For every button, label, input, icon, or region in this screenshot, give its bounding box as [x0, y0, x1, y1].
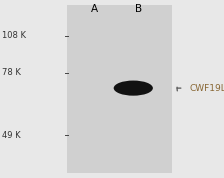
Ellipse shape [114, 80, 153, 96]
Text: 108 K: 108 K [2, 31, 26, 40]
Text: 49 K: 49 K [2, 131, 21, 140]
Bar [67, 5, 172, 173]
Text: 78 K: 78 K [2, 69, 21, 77]
Text: A: A [90, 4, 98, 14]
Text: B: B [135, 4, 142, 14]
Text: CWF19L1: CWF19L1 [189, 84, 224, 93]
